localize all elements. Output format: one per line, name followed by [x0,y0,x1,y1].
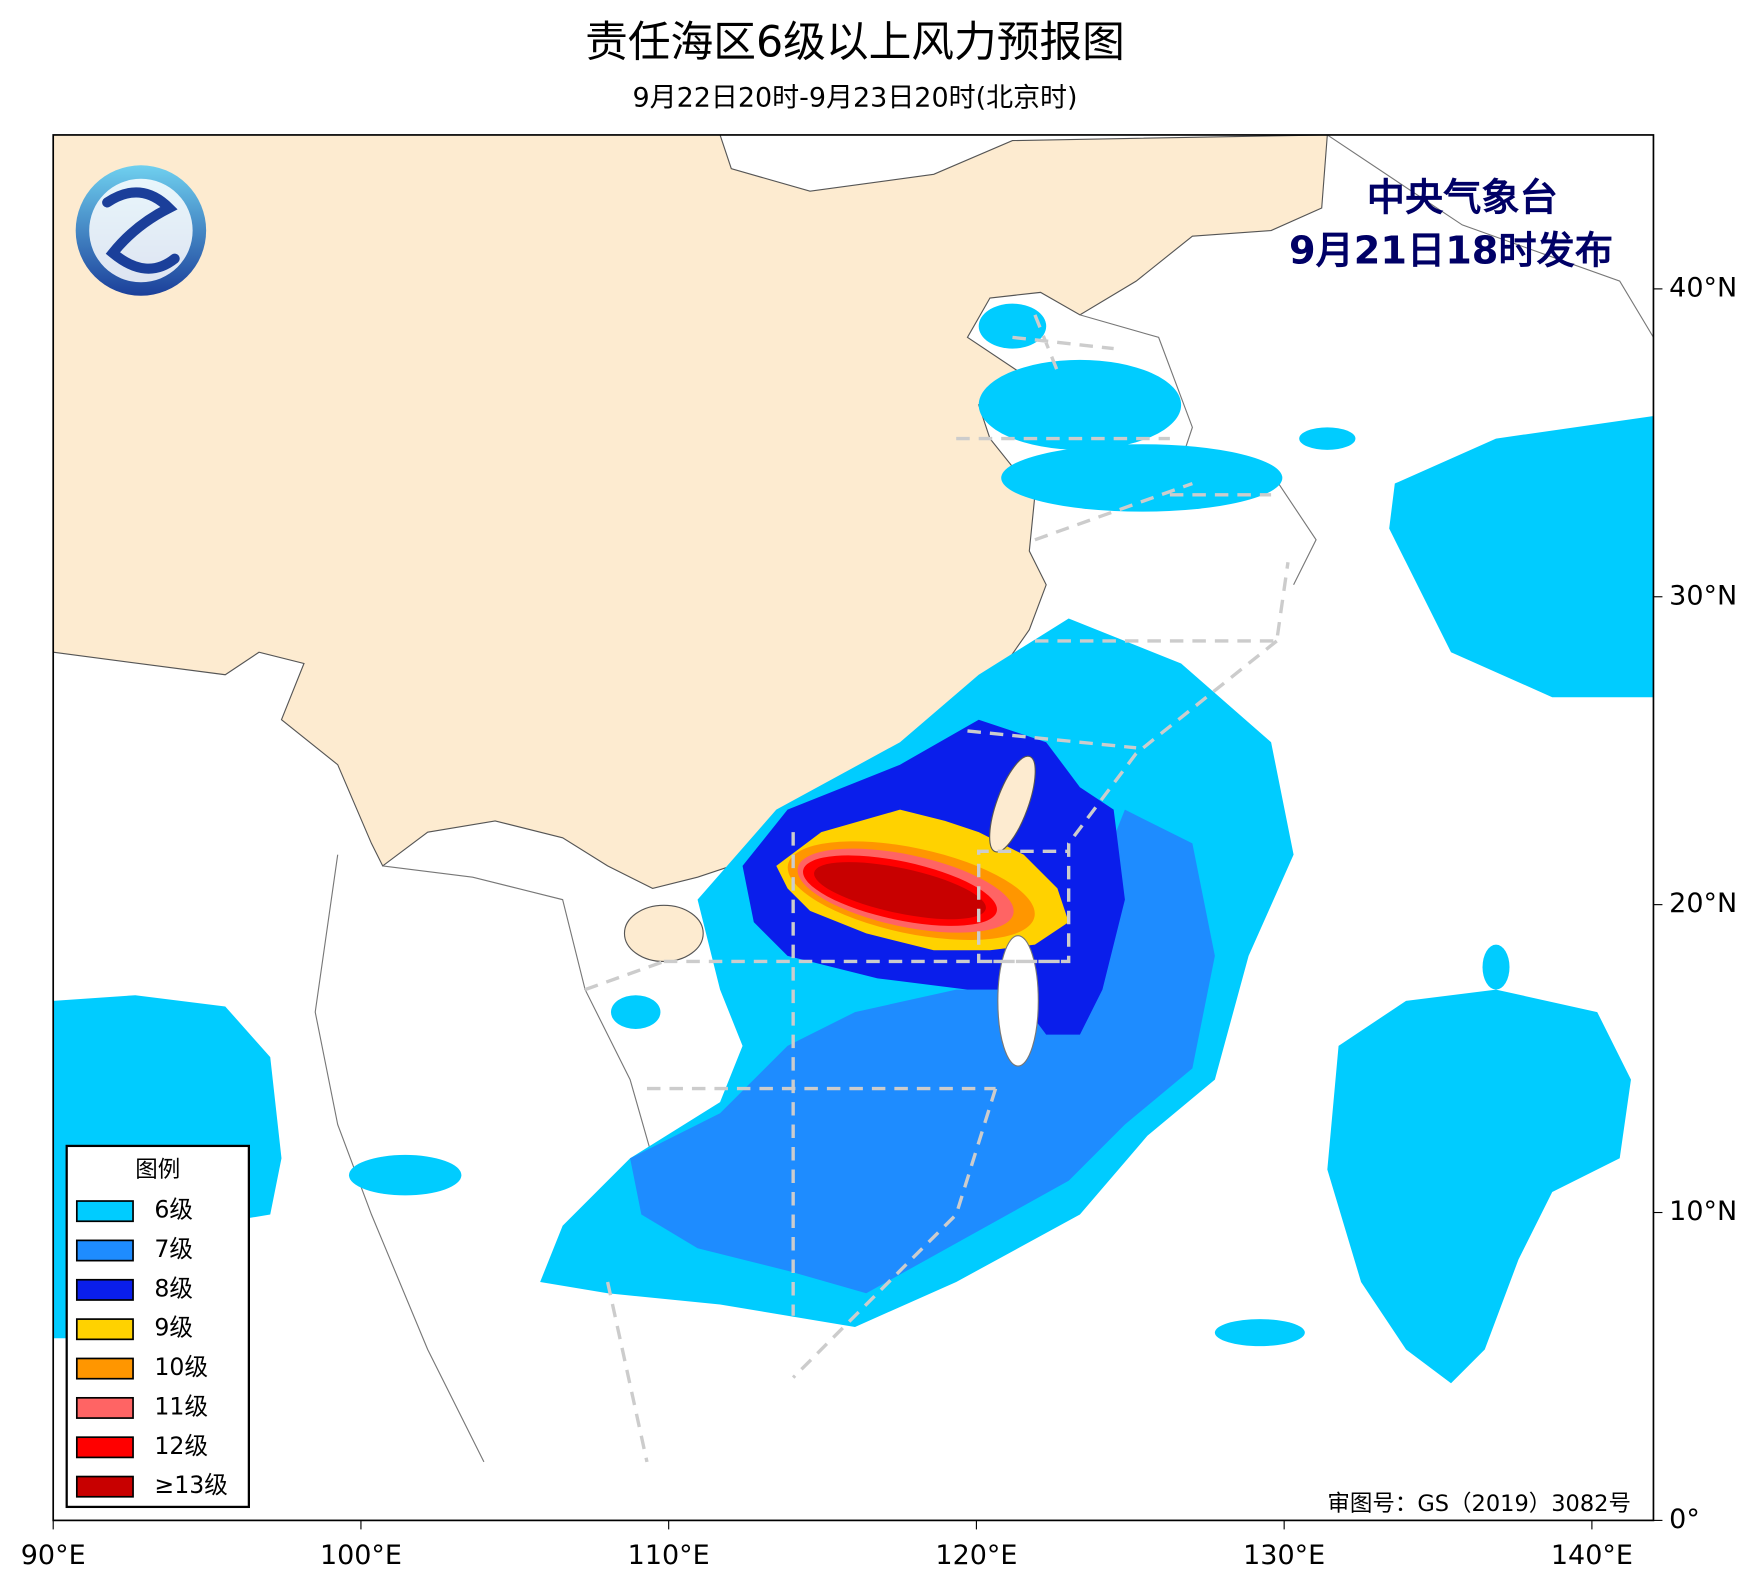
wind-zone [1327,989,1631,1384]
legend-swatch [75,1318,134,1341]
subtitle: 9月22日20时-9月23日20时(北京时) [632,82,1077,113]
legend-swatch [75,1475,134,1498]
legend-label: 6级 [154,1196,193,1224]
legend-label: ≥13级 [154,1471,227,1499]
legend-swatch [75,1239,134,1262]
wind-zones [53,303,1654,1384]
x-tick-label: 130°E [1243,1540,1325,1571]
wind-zone [1299,427,1356,450]
wind-zone [814,862,986,920]
legend-label: 11级 [154,1392,208,1420]
publisher: 中央气象台 [1367,177,1558,221]
legend-label: 7级 [154,1235,193,1263]
y-tick-label: 0° [1669,1504,1700,1535]
legend-label: 10级 [154,1353,208,1381]
wind-zone [348,1154,462,1196]
land-hainan [623,904,704,963]
x-tick-label: 120°E [935,1540,1017,1571]
wind-zone [630,809,1215,1294]
issue-time: 9月21日18时发布 [1289,230,1613,274]
legend-title: 图例 [135,1157,180,1183]
wind-zone [1482,944,1510,990]
y-tick-label: 20°N [1669,888,1737,919]
map-approval-note: 审图号：GS（2019）3082号 [1327,1491,1631,1517]
legend-swatch [75,1200,134,1223]
wind-zone [978,303,1047,349]
y-tick-label: 10°N [1669,1196,1737,1227]
legend: 图例 6级 7级 8级 9级 10级 11级 12级 ≥13级 [65,1144,250,1509]
y-tick-label: 30°N [1669,580,1737,611]
map-frame [52,134,1655,1522]
map-area [53,134,1654,1521]
title: 责任海区6级以上风力预报图 [585,17,1125,67]
wind-zone [1001,444,1283,512]
legend-swatch [75,1278,134,1301]
sea-area-boundaries [584,314,1290,1463]
legend-label: 9级 [154,1314,193,1342]
land-taiwan [989,755,1036,853]
land-luzon [997,935,1039,1067]
legend-swatch [75,1436,134,1459]
legend-swatch [75,1396,134,1419]
wind-zone [1389,416,1654,698]
logo [75,165,207,296]
wind-zone [1214,1319,1305,1347]
legend-label: 12级 [154,1432,208,1460]
x-tick-label: 90°E [21,1540,86,1571]
wind-zone [610,995,661,1029]
land-china [53,134,1328,889]
legend-label: 8级 [154,1274,193,1302]
legend-swatch [75,1357,134,1380]
x-tick-label: 140°E [1551,1540,1633,1571]
x-tick-label: 110°E [628,1540,710,1571]
y-tick-label: 40°N [1669,272,1737,303]
wind-zone [978,359,1182,450]
x-tick-label: 100°E [320,1540,402,1571]
